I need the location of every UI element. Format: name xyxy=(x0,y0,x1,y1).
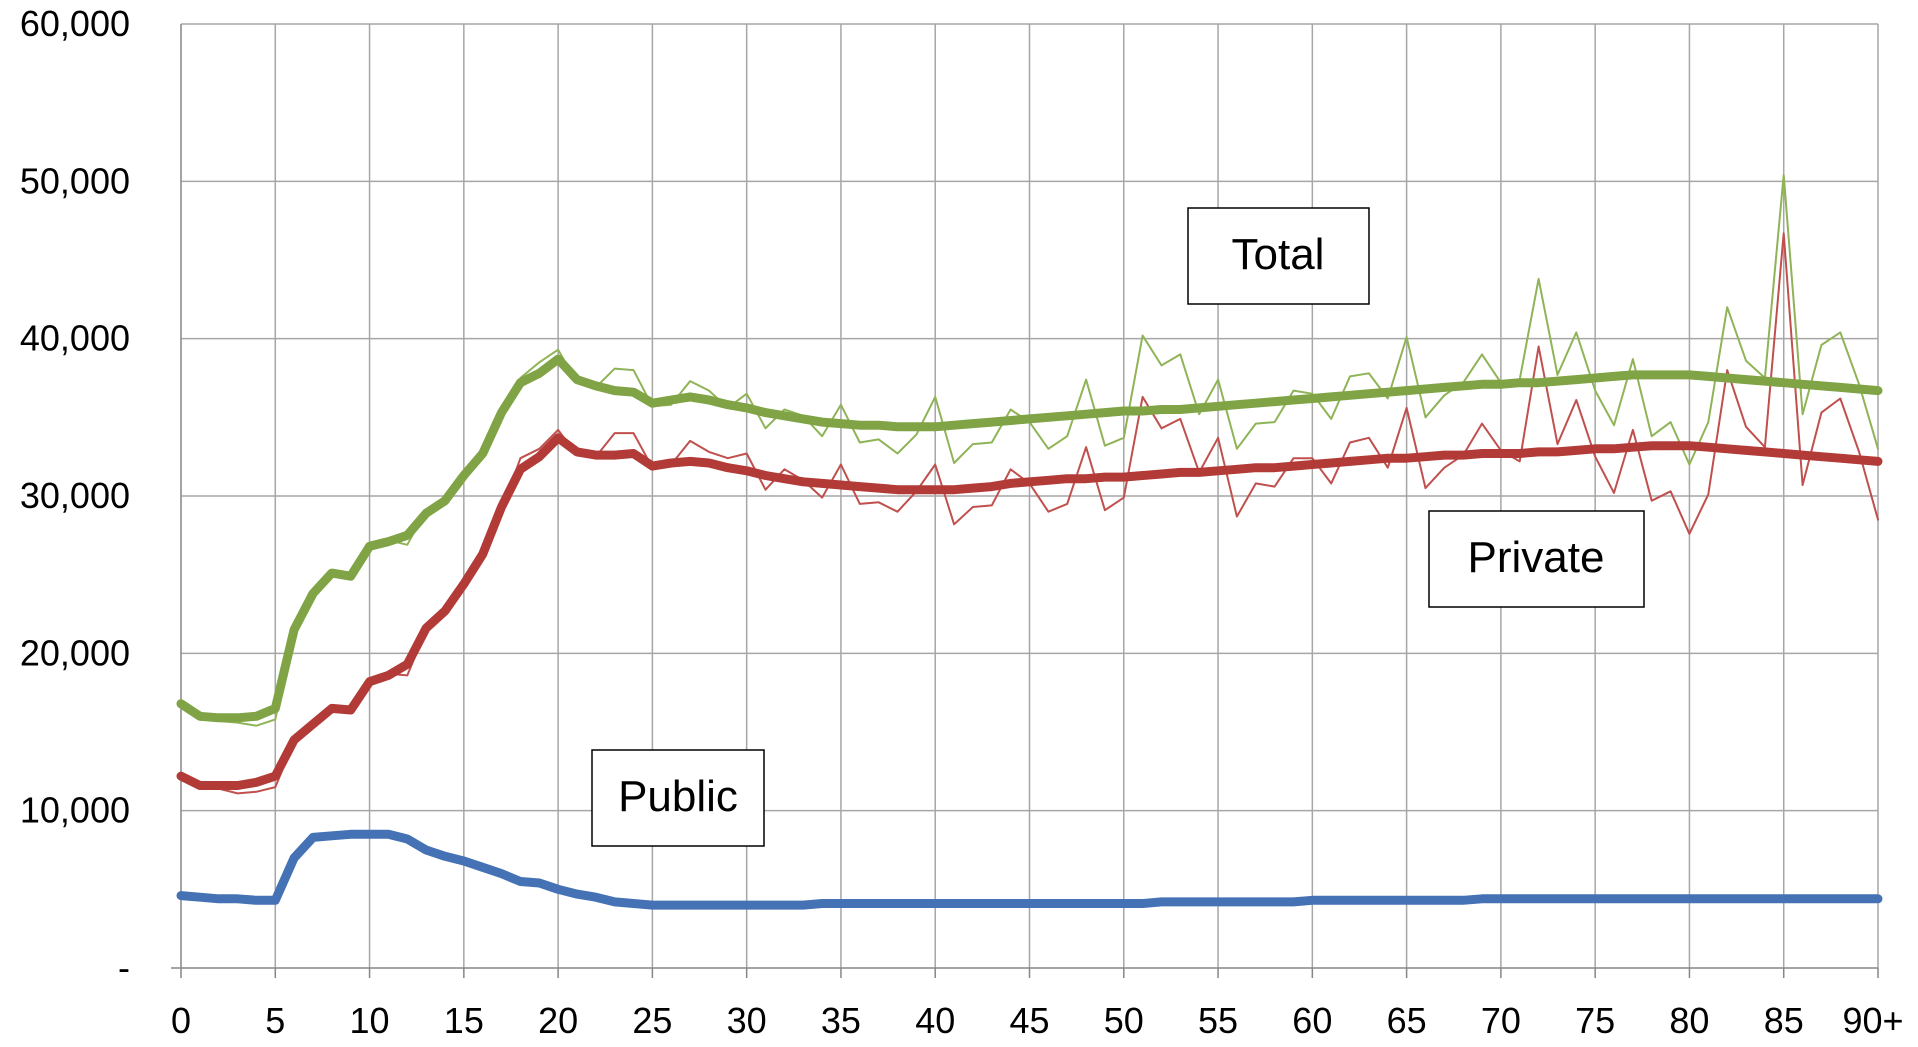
x-tick-label: 65 xyxy=(1387,1000,1427,1041)
x-tick-label: 60 xyxy=(1292,1000,1332,1041)
annotation-total: Total xyxy=(1187,207,1370,305)
x-tick-label: 80 xyxy=(1669,1000,1709,1041)
annotation-private-box xyxy=(1428,510,1645,608)
x-tick-label: 30 xyxy=(727,1000,767,1041)
y-tick-label: 10,000 xyxy=(20,790,130,831)
x-tick-label: 75 xyxy=(1575,1000,1615,1041)
x-tick-label: 0 xyxy=(171,1000,191,1041)
x-tick-label: 70 xyxy=(1481,1000,1521,1041)
series-line-public xyxy=(176,829,1883,910)
y-tick-label: 60,000 xyxy=(20,3,130,44)
y-tick-label: 40,000 xyxy=(20,318,130,359)
grid xyxy=(181,23,1879,968)
y-tick-label: 50,000 xyxy=(20,160,130,201)
x-tick-label: 50 xyxy=(1104,1000,1144,1041)
x-tick-label: 15 xyxy=(444,1000,484,1041)
x-tick-label: 90+ xyxy=(1842,1000,1903,1041)
y-tick-label: 30,000 xyxy=(20,475,130,516)
y-tick-label: 20,000 xyxy=(20,632,130,673)
x-tick-label: 85 xyxy=(1764,1000,1804,1041)
annotation-public: Public xyxy=(591,749,765,847)
x-tick-label: 5 xyxy=(265,1000,285,1041)
axes xyxy=(171,24,1879,978)
x-tick-label: 10 xyxy=(350,1000,390,1041)
y-tick-label: - xyxy=(118,947,130,988)
series-line-private xyxy=(176,433,1883,790)
x-tick-label: 20 xyxy=(538,1000,578,1041)
annotation-private-label: Private xyxy=(1468,533,1605,582)
y-axis-tick-labels: - 10,000 20,000 30,000 40,000 50,000 60,000 xyxy=(20,3,130,988)
annotation-public-box xyxy=(591,749,765,847)
series-line-total xyxy=(176,354,1883,723)
annotation-public-label: Public xyxy=(618,772,738,821)
x-tick-label: 35 xyxy=(821,1000,861,1041)
x-tick-label: 55 xyxy=(1198,1000,1238,1041)
annotation-total-box xyxy=(1187,207,1370,305)
x-axis-tick-labels: 0 5 10 15 20 25 30 35 40 45 50 55 60 65 70 75 80 85 90+ xyxy=(171,1000,1904,1041)
annotation-total-label: Total xyxy=(1232,230,1325,279)
annotation-private: Private xyxy=(1428,510,1645,608)
x-tick-label: 25 xyxy=(632,1000,672,1041)
x-tick-label: 40 xyxy=(915,1000,955,1041)
series-layer xyxy=(176,174,1883,910)
x-tick-label: 45 xyxy=(1009,1000,1049,1041)
